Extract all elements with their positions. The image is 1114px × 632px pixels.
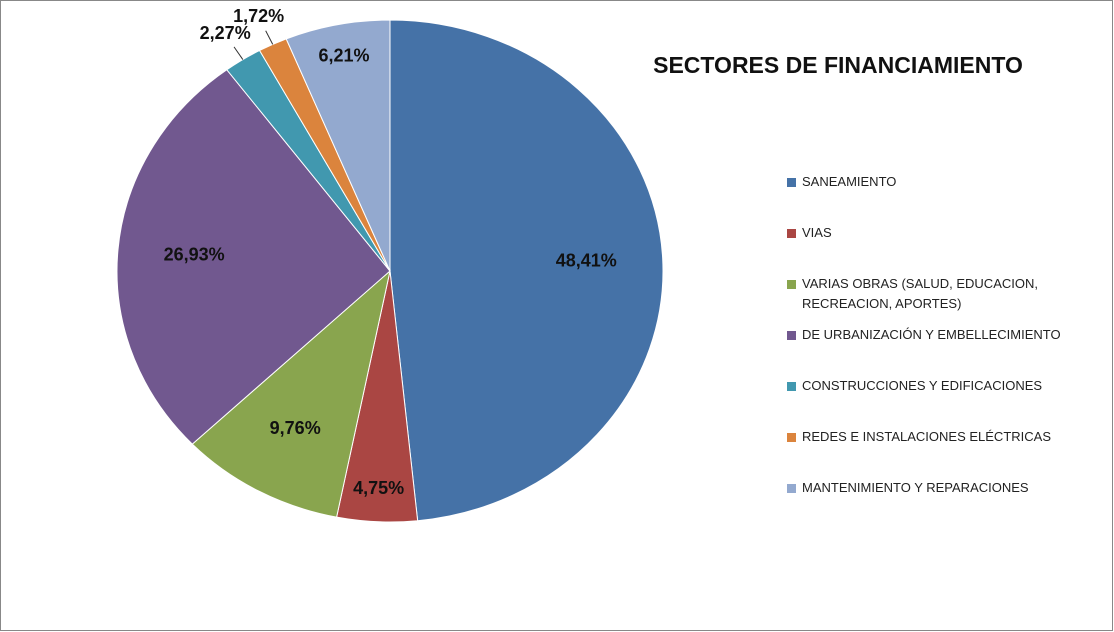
pie-slice xyxy=(389,19,664,522)
legend-item: DE URBANIZACIÓN Y EMBELLECIMIENTO xyxy=(787,325,1109,376)
legend-swatch xyxy=(787,433,796,442)
legend-swatch xyxy=(787,178,796,187)
legend-swatch xyxy=(787,280,796,289)
data-label: 2,27% xyxy=(200,23,251,43)
data-label: 26,93% xyxy=(164,244,225,264)
legend-swatch xyxy=(787,331,796,340)
legend-label: CONSTRUCCIONES Y EDIFICACIONES xyxy=(802,378,1043,393)
leader-line xyxy=(233,46,244,60)
legend-label: MANTENIMIENTO Y REPARACIONES xyxy=(802,480,1029,495)
pie-slice xyxy=(191,269,391,518)
data-label: 4,75% xyxy=(353,478,404,498)
data-label: 1,72% xyxy=(233,6,284,26)
data-label: 6,21% xyxy=(318,46,369,66)
legend-swatch xyxy=(787,484,796,493)
legend-label: REDES E INSTALACIONES ELÉCTRICAS xyxy=(802,429,1051,444)
data-label: 48,41% xyxy=(556,251,617,271)
chart-title: SECTORES DE FINANCIAMIENTO xyxy=(653,52,1023,78)
pie-slice xyxy=(116,69,391,445)
legend-item: CONSTRUCCIONES Y EDIFICACIONES xyxy=(787,376,1109,427)
data-label: 9,76% xyxy=(270,418,321,438)
legend-item: SANEAMIENTO xyxy=(787,172,1109,223)
legend-item: MANTENIMIENTO Y REPARACIONES xyxy=(787,478,1109,529)
legend-label: VIAS xyxy=(802,225,832,240)
legend-swatch xyxy=(787,382,796,391)
legend-label: VARIAS OBRAS (SALUD, EDUCACION, RECREACI… xyxy=(802,276,1038,311)
legend-item: VIAS xyxy=(787,223,1109,274)
legend-swatch xyxy=(787,229,796,238)
legend: SANEAMIENTO VIAS VARIAS OBRAS (SALUD, EDUC… xyxy=(787,172,1109,529)
leader-line xyxy=(265,30,274,45)
legend-item: REDES E INSTALACIONES ELÉCTRICAS xyxy=(787,427,1109,478)
pie-slice xyxy=(285,19,391,272)
legend-label: DE URBANIZACIÓN Y EMBELLECIMIENTO xyxy=(802,327,1061,342)
legend-label: SANEAMIENTO xyxy=(802,174,897,189)
legend-item: VARIAS OBRAS (SALUD, EDUCACION, RECREACI… xyxy=(787,274,1109,325)
